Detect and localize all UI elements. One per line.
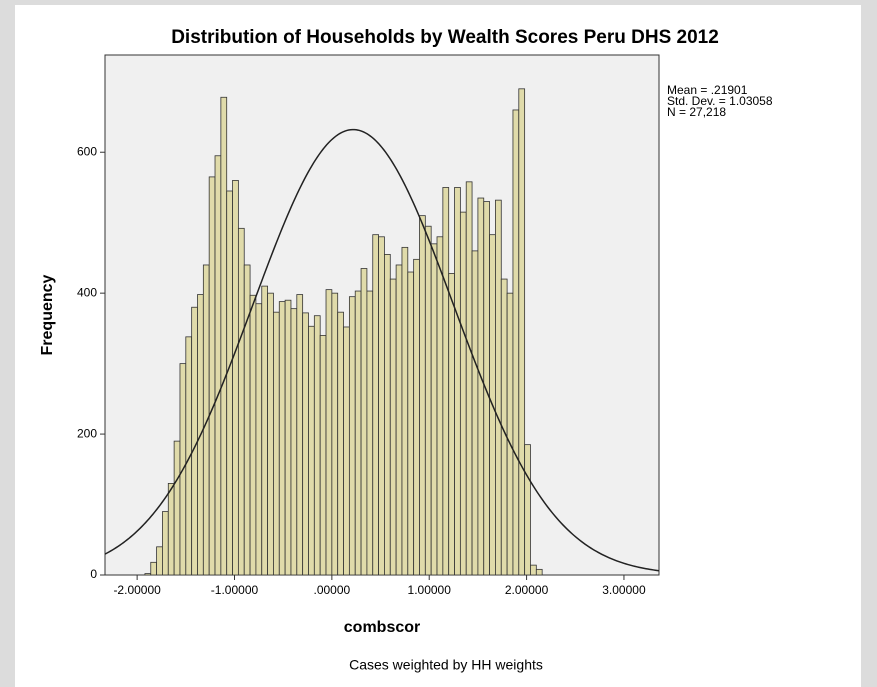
bar	[442, 187, 450, 576]
bar	[495, 199, 502, 576]
bar	[273, 311, 280, 576]
bar	[360, 268, 368, 576]
bar	[319, 335, 327, 576]
bar	[535, 568, 543, 576]
y-tick-label: 400	[77, 285, 97, 299]
x-tick-label: .00000	[314, 583, 351, 597]
bar	[506, 292, 514, 576]
bar	[465, 181, 473, 576]
bar	[389, 278, 397, 576]
bar	[290, 308, 298, 576]
bar	[237, 227, 245, 576]
bar	[296, 294, 304, 576]
x-tick-label: 1.00000	[408, 583, 452, 597]
bar	[267, 292, 274, 576]
bar	[284, 299, 292, 576]
bar	[430, 243, 438, 576]
bar	[191, 306, 198, 576]
bar	[401, 246, 409, 576]
y-tick-label: 600	[77, 144, 97, 158]
x-tick-label: 3.00000	[602, 583, 646, 597]
bar	[407, 271, 415, 576]
bar	[220, 96, 228, 576]
bar	[173, 440, 181, 576]
bar	[518, 88, 526, 576]
bar	[348, 296, 356, 576]
bar	[202, 264, 210, 576]
bar	[255, 303, 263, 576]
bar	[454, 187, 461, 576]
bar	[354, 290, 362, 576]
y-tick-label: 0	[90, 567, 97, 581]
bar	[156, 546, 163, 576]
stats-label: N = 27,218	[667, 105, 726, 119]
bar	[313, 315, 321, 576]
window-border	[0, 0, 15, 687]
bar	[483, 201, 490, 576]
x-tick-label: 2.00000	[505, 583, 549, 597]
bar	[308, 325, 315, 576]
bar	[471, 250, 479, 576]
footnote: Cases weighted by HH weights	[349, 657, 543, 673]
bar	[413, 258, 420, 576]
bar	[448, 273, 455, 576]
x-axis-label: combscor	[344, 619, 420, 636]
bar	[343, 326, 350, 576]
bar	[419, 215, 426, 576]
bar	[395, 264, 403, 576]
bar	[232, 180, 239, 576]
bar	[366, 290, 374, 576]
bar	[243, 264, 251, 576]
bar	[424, 225, 432, 576]
bar	[162, 511, 169, 576]
x-tick-label: -1.00000	[211, 583, 259, 597]
bar	[261, 285, 268, 576]
normal-curve	[105, 128, 659, 572]
bar	[150, 561, 158, 576]
bar	[459, 211, 467, 576]
y-tick-label: 200	[77, 426, 97, 440]
bar	[378, 236, 385, 576]
stats-label: Mean = .21901	[667, 83, 748, 97]
bar	[249, 294, 257, 576]
y-axis-label: Frequency	[39, 274, 56, 355]
bar	[477, 197, 485, 576]
bar	[226, 190, 233, 576]
bar	[208, 176, 216, 576]
bar	[372, 234, 379, 576]
bar	[530, 564, 537, 576]
x-tick-label: -2.00000	[113, 583, 161, 597]
bar	[512, 109, 520, 576]
bar	[167, 483, 175, 576]
stats-label: Std. Dev. = 1.03058	[667, 94, 773, 108]
bar	[331, 292, 339, 576]
bar	[278, 301, 286, 576]
bar	[144, 573, 152, 576]
bar	[214, 155, 222, 576]
bar	[325, 289, 333, 576]
bar	[302, 312, 309, 576]
bar	[384, 254, 391, 576]
bar	[436, 236, 444, 576]
bar	[337, 311, 344, 576]
chart-title: Distribution of Households by Wealth Sco…	[171, 27, 719, 48]
bar	[524, 444, 531, 576]
